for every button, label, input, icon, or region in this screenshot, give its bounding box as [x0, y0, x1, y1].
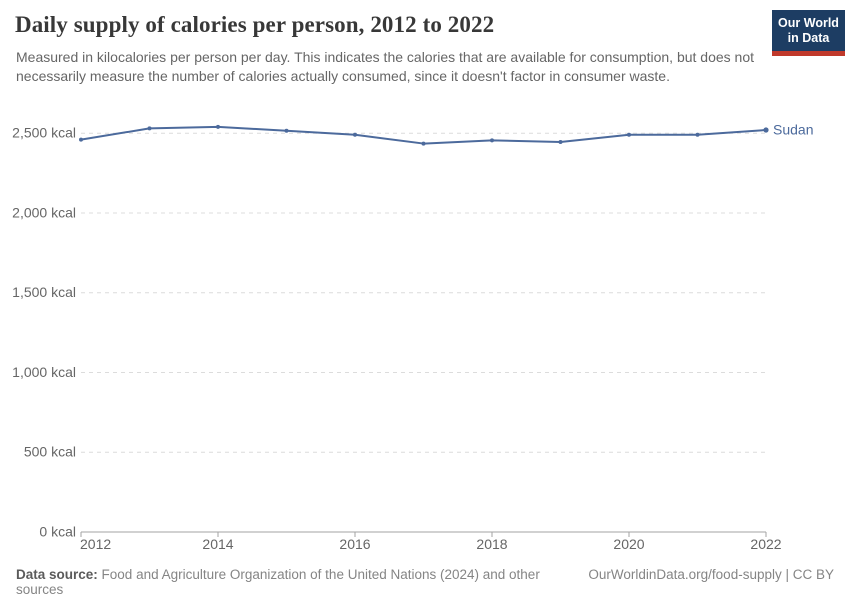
- data-point: [421, 141, 426, 146]
- x-tick-label: 2018: [476, 536, 507, 552]
- chart-footer: Data source: Food and Agriculture Organi…: [16, 567, 834, 597]
- data-line: [80, 125, 767, 145]
- x-tick-label: 2012: [80, 536, 111, 552]
- y-tick-label: 2,500 kcal: [12, 125, 76, 141]
- data-point: [79, 137, 83, 142]
- data-point: [284, 128, 289, 133]
- footer-link[interactable]: OurWorldinData.org/food-supply | CC BY: [588, 567, 834, 582]
- x-tick-label: 2014: [202, 536, 233, 552]
- owid-logo-line2: in Data: [787, 30, 830, 45]
- y-tick-label: 500 kcal: [24, 444, 76, 460]
- data-point: [147, 126, 152, 131]
- data-point: [695, 132, 700, 137]
- data-point: [353, 132, 357, 137]
- y-tick-label: 2,000 kcal: [12, 204, 76, 220]
- owid-logo[interactable]: Our World in Data: [772, 10, 845, 56]
- series-label: Sudan: [773, 122, 813, 138]
- data-point: [763, 127, 769, 133]
- page-title: Daily supply of calories per person, 201…: [15, 12, 495, 37]
- x-tick-label: 2016: [339, 536, 370, 552]
- data-point: [216, 124, 220, 129]
- x-tick-label: 2020: [613, 536, 644, 552]
- data-point: [627, 132, 631, 137]
- data-source: Data source: Food and Agriculture Organi…: [16, 567, 568, 597]
- x-tick-label: 2022: [750, 536, 781, 552]
- y-tick-label: 0 kcal: [39, 524, 76, 540]
- chart-subtitle: Measured in kilocalories per person per …: [16, 49, 755, 85]
- data-source-text: Food and Agriculture Organization of the…: [16, 567, 540, 597]
- data-point: [490, 138, 494, 143]
- data-point: [558, 139, 563, 144]
- owid-logo-line1: Our World: [778, 15, 839, 30]
- y-tick-label: 1,500 kcal: [12, 284, 76, 300]
- y-tick-label: 1,000 kcal: [12, 364, 76, 380]
- data-source-label: Data source:: [16, 567, 98, 582]
